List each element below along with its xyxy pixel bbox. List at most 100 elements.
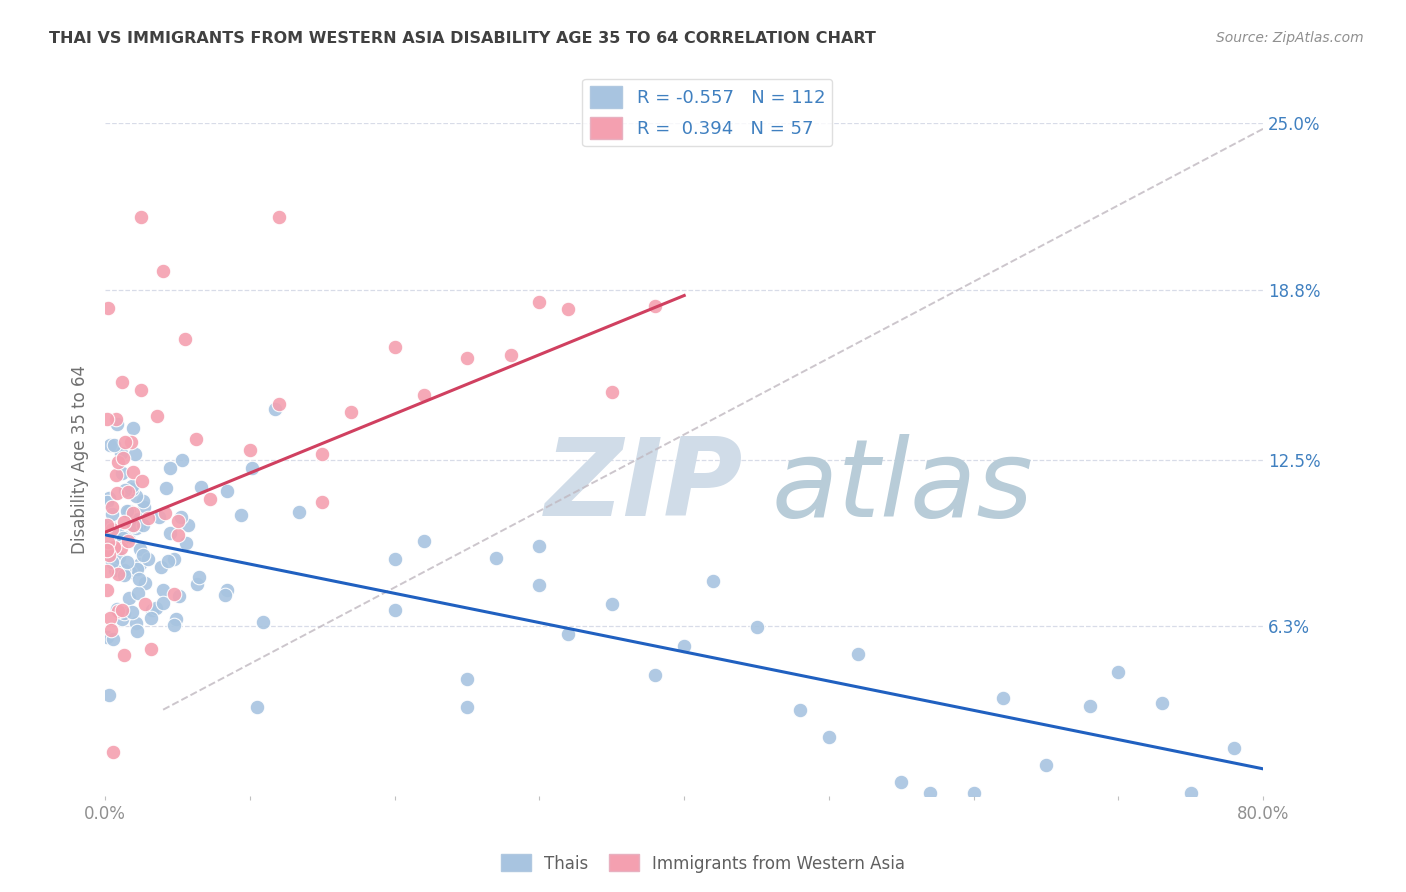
Point [229, 508, 252, 523]
Point [112, 531, 135, 545]
Point [173, 332, 195, 346]
Point [215, 484, 238, 499]
Text: atlas: atlas [770, 434, 1033, 539]
Point [107, 549, 129, 564]
Point [111, 466, 134, 480]
Point [96, 517, 118, 532]
Point [155, 481, 177, 495]
Point [132, 517, 155, 532]
Point [134, 597, 156, 611]
Point [112, 515, 135, 529]
Point [214, 589, 236, 603]
Point [97, 516, 120, 531]
Point [141, 603, 163, 617]
Point [499, 348, 522, 362]
Point [112, 450, 135, 465]
Point [125, 489, 148, 503]
Point [162, 587, 184, 601]
Point [117, 485, 139, 500]
Point [129, 383, 152, 397]
Point [105, 468, 128, 483]
Point [529, 578, 551, 592]
Point [789, 703, 811, 717]
Point [186, 577, 208, 591]
Point [131, 548, 153, 562]
Point [169, 589, 191, 603]
Point [139, 611, 162, 625]
Point [311, 494, 333, 508]
Point [107, 526, 129, 541]
Point [100, 623, 122, 637]
Point [107, 567, 129, 582]
Point [215, 582, 238, 597]
Point [167, 528, 190, 542]
Point [166, 515, 188, 529]
Point [98, 491, 121, 506]
Point [127, 512, 149, 526]
Point [152, 264, 174, 278]
Point [1035, 757, 1057, 772]
Point [131, 474, 153, 488]
Point [673, 639, 696, 653]
Point [97, 540, 120, 554]
Point [485, 550, 508, 565]
Point [114, 483, 136, 498]
Point [110, 612, 132, 626]
Point [600, 385, 623, 400]
Point [529, 540, 551, 554]
Point [152, 583, 174, 598]
Point [122, 465, 145, 479]
Point [170, 452, 193, 467]
Point [529, 295, 551, 310]
Point [122, 519, 145, 533]
Point [187, 570, 209, 584]
Point [112, 648, 135, 662]
Point [101, 522, 124, 536]
Point [1223, 740, 1246, 755]
Point [384, 552, 406, 566]
Point [129, 541, 152, 556]
Legend: R = -0.557   N = 112, R =  0.394   N = 57: R = -0.557 N = 112, R = 0.394 N = 57 [582, 78, 832, 146]
Point [112, 568, 135, 582]
Point [267, 397, 290, 411]
Point [121, 517, 143, 532]
Point [239, 443, 262, 458]
Point [644, 668, 666, 682]
Point [111, 375, 134, 389]
Point [246, 700, 269, 714]
Point [103, 540, 125, 554]
Point [103, 438, 125, 452]
Point [134, 500, 156, 514]
Point [96, 583, 118, 598]
Point [101, 507, 124, 521]
Point [117, 530, 139, 544]
Point [145, 601, 167, 615]
Point [97, 534, 120, 549]
Point [125, 624, 148, 638]
Point [165, 612, 187, 626]
Point [107, 604, 129, 618]
Point [105, 486, 128, 500]
Point [117, 504, 139, 518]
Point [1107, 665, 1129, 680]
Point [110, 602, 132, 616]
Point [115, 555, 138, 569]
Point [963, 786, 986, 800]
Point [240, 461, 263, 475]
Point [139, 641, 162, 656]
Point [745, 619, 768, 633]
Point [150, 559, 173, 574]
Legend: Thais, Immigrants from Western Asia: Thais, Immigrants from Western Asia [495, 847, 911, 880]
Point [384, 603, 406, 617]
Point [600, 597, 623, 611]
Point [118, 566, 141, 580]
Point [105, 417, 128, 431]
Point [103, 745, 125, 759]
Point [120, 435, 142, 450]
Point [125, 616, 148, 631]
Point [264, 401, 287, 416]
Point [114, 434, 136, 449]
Point [121, 478, 143, 492]
Point [110, 541, 132, 555]
Point [252, 615, 274, 629]
